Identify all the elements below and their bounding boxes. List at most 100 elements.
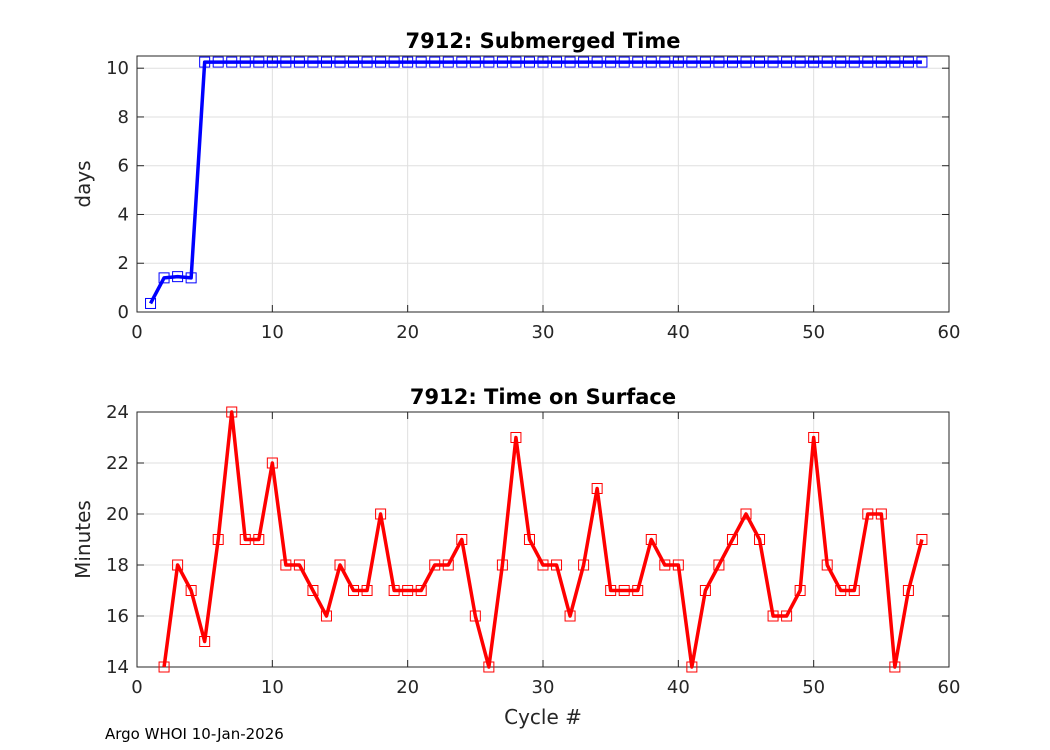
data-point bbox=[794, 585, 806, 596]
x-tick-label: 60 bbox=[938, 322, 961, 343]
data-point bbox=[185, 585, 197, 596]
data-point bbox=[713, 559, 725, 571]
data-point bbox=[781, 610, 793, 622]
data-point bbox=[469, 610, 481, 622]
data-point bbox=[564, 610, 576, 622]
data-point bbox=[686, 661, 698, 673]
data-point bbox=[456, 56, 468, 68]
data-point bbox=[916, 534, 928, 545]
data-point bbox=[239, 534, 251, 545]
y-axis-label: days bbox=[71, 160, 95, 207]
data-point bbox=[145, 297, 157, 309]
data-point bbox=[889, 661, 901, 673]
data-point bbox=[483, 661, 495, 673]
data-point bbox=[605, 585, 617, 596]
data-point bbox=[862, 56, 874, 68]
data-point bbox=[578, 56, 590, 68]
x-tick-label: 10 bbox=[261, 322, 284, 343]
data-point bbox=[320, 56, 332, 68]
y-tick-label: 10 bbox=[106, 58, 129, 79]
data-point bbox=[442, 559, 454, 571]
data-point bbox=[415, 56, 427, 68]
data-point bbox=[320, 610, 332, 622]
data-point bbox=[902, 585, 914, 596]
data-point bbox=[821, 56, 833, 68]
data-point bbox=[361, 56, 373, 68]
data-point bbox=[212, 56, 224, 68]
data-point bbox=[510, 432, 522, 443]
data-point bbox=[172, 271, 184, 283]
footer-credit: Argo WHOI 10-Jan-2026 bbox=[105, 725, 284, 743]
y-axis-label: Minutes bbox=[71, 500, 95, 579]
y-tick-label: 8 bbox=[118, 107, 129, 128]
data-point bbox=[429, 56, 441, 68]
data-point bbox=[645, 534, 657, 545]
data-point bbox=[415, 585, 427, 596]
data-point bbox=[591, 483, 603, 494]
data-point bbox=[875, 508, 887, 520]
data-point bbox=[429, 559, 441, 571]
data-point bbox=[402, 585, 414, 596]
data-point bbox=[158, 661, 170, 673]
x-tick-label: 50 bbox=[802, 677, 825, 698]
data-point bbox=[361, 585, 373, 596]
x-tick-label: 40 bbox=[667, 322, 690, 343]
data-point bbox=[875, 56, 887, 68]
data-point bbox=[266, 56, 278, 68]
data-point bbox=[632, 585, 644, 596]
data-point bbox=[280, 559, 292, 571]
data-point bbox=[767, 56, 779, 68]
series-line bbox=[148, 60, 922, 305]
x-tick-label: 20 bbox=[396, 322, 419, 343]
data-point bbox=[821, 559, 833, 571]
data-point bbox=[212, 534, 224, 545]
data-point bbox=[699, 585, 711, 596]
data-point bbox=[483, 56, 495, 68]
x-tick-label: 40 bbox=[667, 677, 690, 698]
data-point bbox=[456, 534, 468, 545]
y-tick-label: 20 bbox=[106, 504, 129, 525]
data-point bbox=[808, 56, 820, 68]
x-tick-label: 20 bbox=[396, 677, 419, 698]
data-point bbox=[185, 272, 197, 284]
data-point bbox=[754, 534, 766, 545]
chart-title: 7912: Time on Surface bbox=[410, 385, 676, 409]
data-point bbox=[686, 56, 698, 68]
data-point bbox=[835, 56, 847, 68]
data-point bbox=[902, 56, 914, 68]
data-point bbox=[239, 56, 251, 68]
data-point bbox=[253, 56, 265, 68]
data-point bbox=[388, 585, 400, 596]
data-point bbox=[266, 457, 278, 469]
data-point bbox=[645, 56, 657, 68]
data-point bbox=[496, 56, 508, 68]
x-tick-label: 60 bbox=[938, 677, 961, 698]
data-point bbox=[307, 56, 319, 68]
data-point bbox=[334, 56, 346, 68]
data-point bbox=[523, 56, 535, 68]
data-point bbox=[726, 534, 738, 545]
data-point bbox=[402, 56, 414, 68]
x-tick-label: 0 bbox=[131, 322, 142, 343]
data-point bbox=[794, 56, 806, 68]
data-point bbox=[158, 272, 170, 284]
data-point bbox=[564, 56, 576, 68]
data-point bbox=[334, 559, 346, 571]
data-point bbox=[632, 56, 644, 68]
data-point bbox=[551, 56, 563, 68]
data-point bbox=[916, 56, 928, 68]
data-point bbox=[307, 585, 319, 596]
data-point bbox=[848, 585, 860, 596]
x-tick-label: 0 bbox=[131, 677, 142, 698]
data-point bbox=[578, 559, 590, 571]
data-point bbox=[375, 56, 387, 68]
data-point bbox=[754, 56, 766, 68]
y-tick-label: 0 bbox=[118, 302, 129, 323]
data-point bbox=[713, 56, 725, 68]
x-tick-label: 30 bbox=[532, 322, 555, 343]
data-point bbox=[605, 56, 617, 68]
data-point bbox=[348, 56, 360, 68]
data-point bbox=[848, 56, 860, 68]
data-point bbox=[253, 534, 265, 545]
data-point bbox=[889, 56, 901, 68]
